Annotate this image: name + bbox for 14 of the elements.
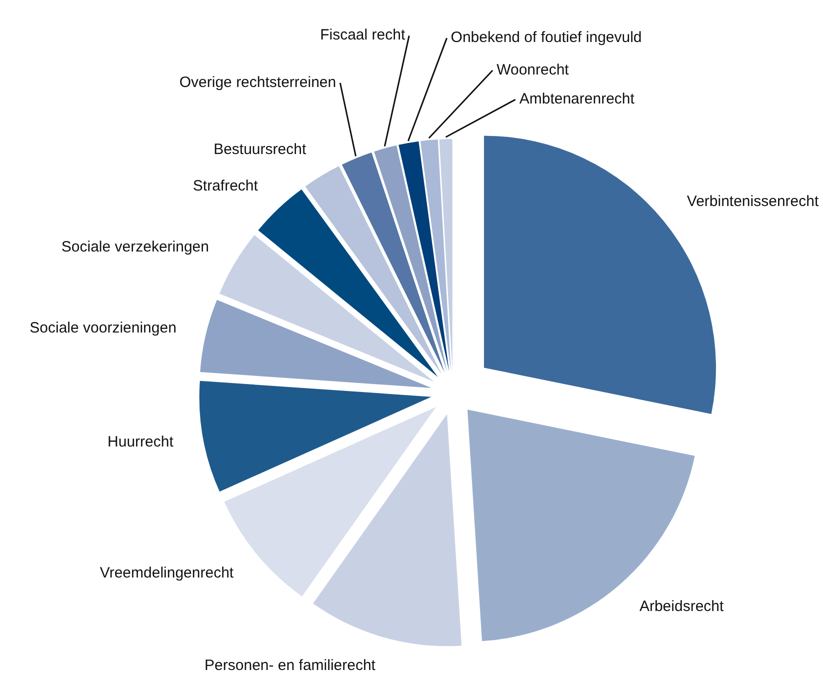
- slice-label: Bestuursrecht: [214, 140, 307, 158]
- slice-label: Fiscaal recht: [320, 26, 406, 44]
- slice-label: Sociale verzekeringen: [61, 238, 210, 256]
- slice-label: Vreemdelingenrecht: [100, 564, 234, 582]
- slice-label: Woonrecht: [496, 61, 570, 78]
- slice-label: Huurrecht: [108, 434, 174, 451]
- slice-label: Verbintenissenrecht: [686, 192, 820, 210]
- slice-label: Ambtenarenrecht: [519, 90, 636, 108]
- slice-label: Overige rechtsterreinen: [179, 74, 336, 91]
- slice-label: Arbeidsrecht: [639, 598, 725, 616]
- slice-label: Personen- en familierecht: [204, 657, 376, 674]
- slice-label: Strafrecht: [192, 178, 259, 195]
- slice-label: Sociale voorzieningen: [30, 319, 176, 336]
- slice-label: Onbekend of foutief ingevuld: [450, 29, 642, 46]
